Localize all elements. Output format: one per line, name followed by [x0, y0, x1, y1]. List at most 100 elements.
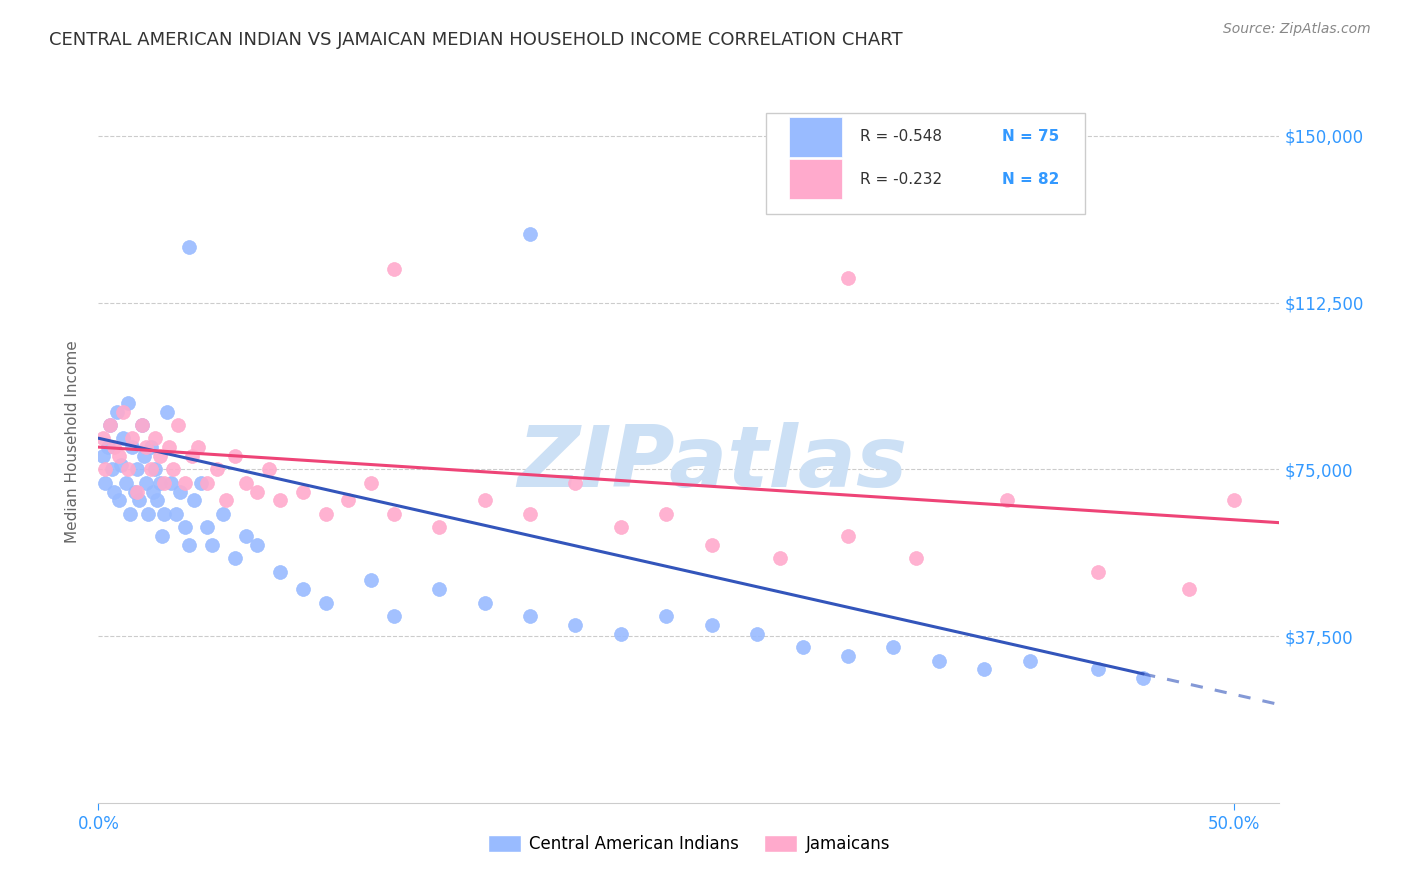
- Point: [1177, 582, 1199, 597]
- Point: [905, 551, 928, 566]
- Point: [153, 507, 176, 521]
- Point: [146, 493, 169, 508]
- Point: [1018, 653, 1040, 667]
- Point: [792, 640, 814, 655]
- Point: [837, 529, 859, 543]
- Point: [179, 538, 201, 552]
- Point: [995, 493, 1018, 508]
- Point: [928, 653, 950, 667]
- Text: R = -0.548: R = -0.548: [860, 129, 942, 145]
- Point: [91, 449, 114, 463]
- Point: [180, 449, 202, 463]
- Point: [150, 529, 173, 543]
- Point: [108, 493, 131, 508]
- Point: [474, 493, 496, 508]
- Point: [117, 395, 139, 409]
- Point: [291, 582, 314, 597]
- Point: [125, 462, 148, 476]
- Point: [315, 507, 337, 521]
- Text: ZIPatlas: ZIPatlas: [517, 422, 908, 505]
- Point: [610, 627, 633, 641]
- Point: [105, 404, 128, 418]
- Point: [224, 449, 246, 463]
- Point: [139, 440, 162, 454]
- Point: [162, 462, 184, 476]
- Point: [837, 271, 859, 285]
- Text: CENTRAL AMERICAN INDIAN VS JAMAICAN MEDIAN HOUSEHOLD INCOME CORRELATION CHART: CENTRAL AMERICAN INDIAN VS JAMAICAN MEDI…: [49, 31, 903, 49]
- Point: [143, 462, 166, 476]
- Point: [427, 582, 450, 597]
- Point: [212, 507, 235, 521]
- Point: [655, 609, 678, 624]
- Point: [474, 596, 496, 610]
- Point: [94, 475, 117, 490]
- Point: [745, 627, 768, 641]
- Point: [143, 431, 166, 445]
- Text: N = 75: N = 75: [1002, 129, 1059, 145]
- Point: [98, 417, 121, 432]
- Bar: [789, 117, 842, 157]
- Point: [110, 458, 132, 472]
- Y-axis label: Median Household Income: Median Household Income: [65, 340, 80, 543]
- Point: [138, 507, 160, 521]
- Point: [382, 609, 405, 624]
- Point: [519, 609, 541, 624]
- Point: [427, 520, 450, 534]
- Point: [112, 431, 135, 445]
- Point: [98, 417, 121, 432]
- Point: [125, 484, 148, 499]
- Point: [117, 462, 139, 476]
- Point: [94, 462, 117, 476]
- Point: [360, 574, 382, 588]
- Point: [153, 475, 176, 490]
- Point: [700, 618, 723, 632]
- Bar: [789, 160, 842, 199]
- Point: [101, 462, 124, 476]
- Point: [610, 520, 633, 534]
- Point: [183, 493, 205, 508]
- Point: [1132, 671, 1154, 685]
- Point: [564, 618, 586, 632]
- Point: [121, 431, 143, 445]
- Point: [142, 484, 165, 499]
- Point: [337, 493, 360, 508]
- Point: [257, 462, 280, 476]
- Point: [291, 484, 314, 499]
- Point: [837, 649, 859, 664]
- Point: [655, 507, 678, 521]
- Point: [235, 529, 257, 543]
- FancyBboxPatch shape: [766, 112, 1084, 214]
- Point: [214, 493, 236, 508]
- Point: [197, 475, 219, 490]
- Point: [700, 538, 723, 552]
- Point: [157, 440, 180, 454]
- Point: [882, 640, 904, 655]
- Point: [360, 475, 382, 490]
- Text: N = 82: N = 82: [1002, 171, 1059, 186]
- Point: [246, 538, 269, 552]
- Point: [224, 551, 246, 566]
- Point: [246, 484, 269, 499]
- Point: [197, 520, 219, 534]
- Point: [519, 507, 541, 521]
- Point: [96, 440, 118, 454]
- Point: [103, 440, 125, 454]
- Point: [235, 475, 257, 490]
- Point: [173, 475, 195, 490]
- Point: [103, 484, 125, 499]
- Point: [269, 493, 291, 508]
- Point: [112, 404, 135, 418]
- Point: [155, 404, 177, 418]
- Point: [149, 449, 172, 463]
- Text: Source: ZipAtlas.com: Source: ZipAtlas.com: [1223, 22, 1371, 37]
- Point: [179, 240, 201, 254]
- Point: [91, 431, 114, 445]
- Point: [769, 551, 792, 566]
- Point: [108, 449, 131, 463]
- Point: [114, 475, 136, 490]
- Point: [973, 662, 995, 676]
- Point: [190, 475, 212, 490]
- Point: [205, 462, 228, 476]
- Point: [120, 507, 142, 521]
- Point: [135, 440, 157, 454]
